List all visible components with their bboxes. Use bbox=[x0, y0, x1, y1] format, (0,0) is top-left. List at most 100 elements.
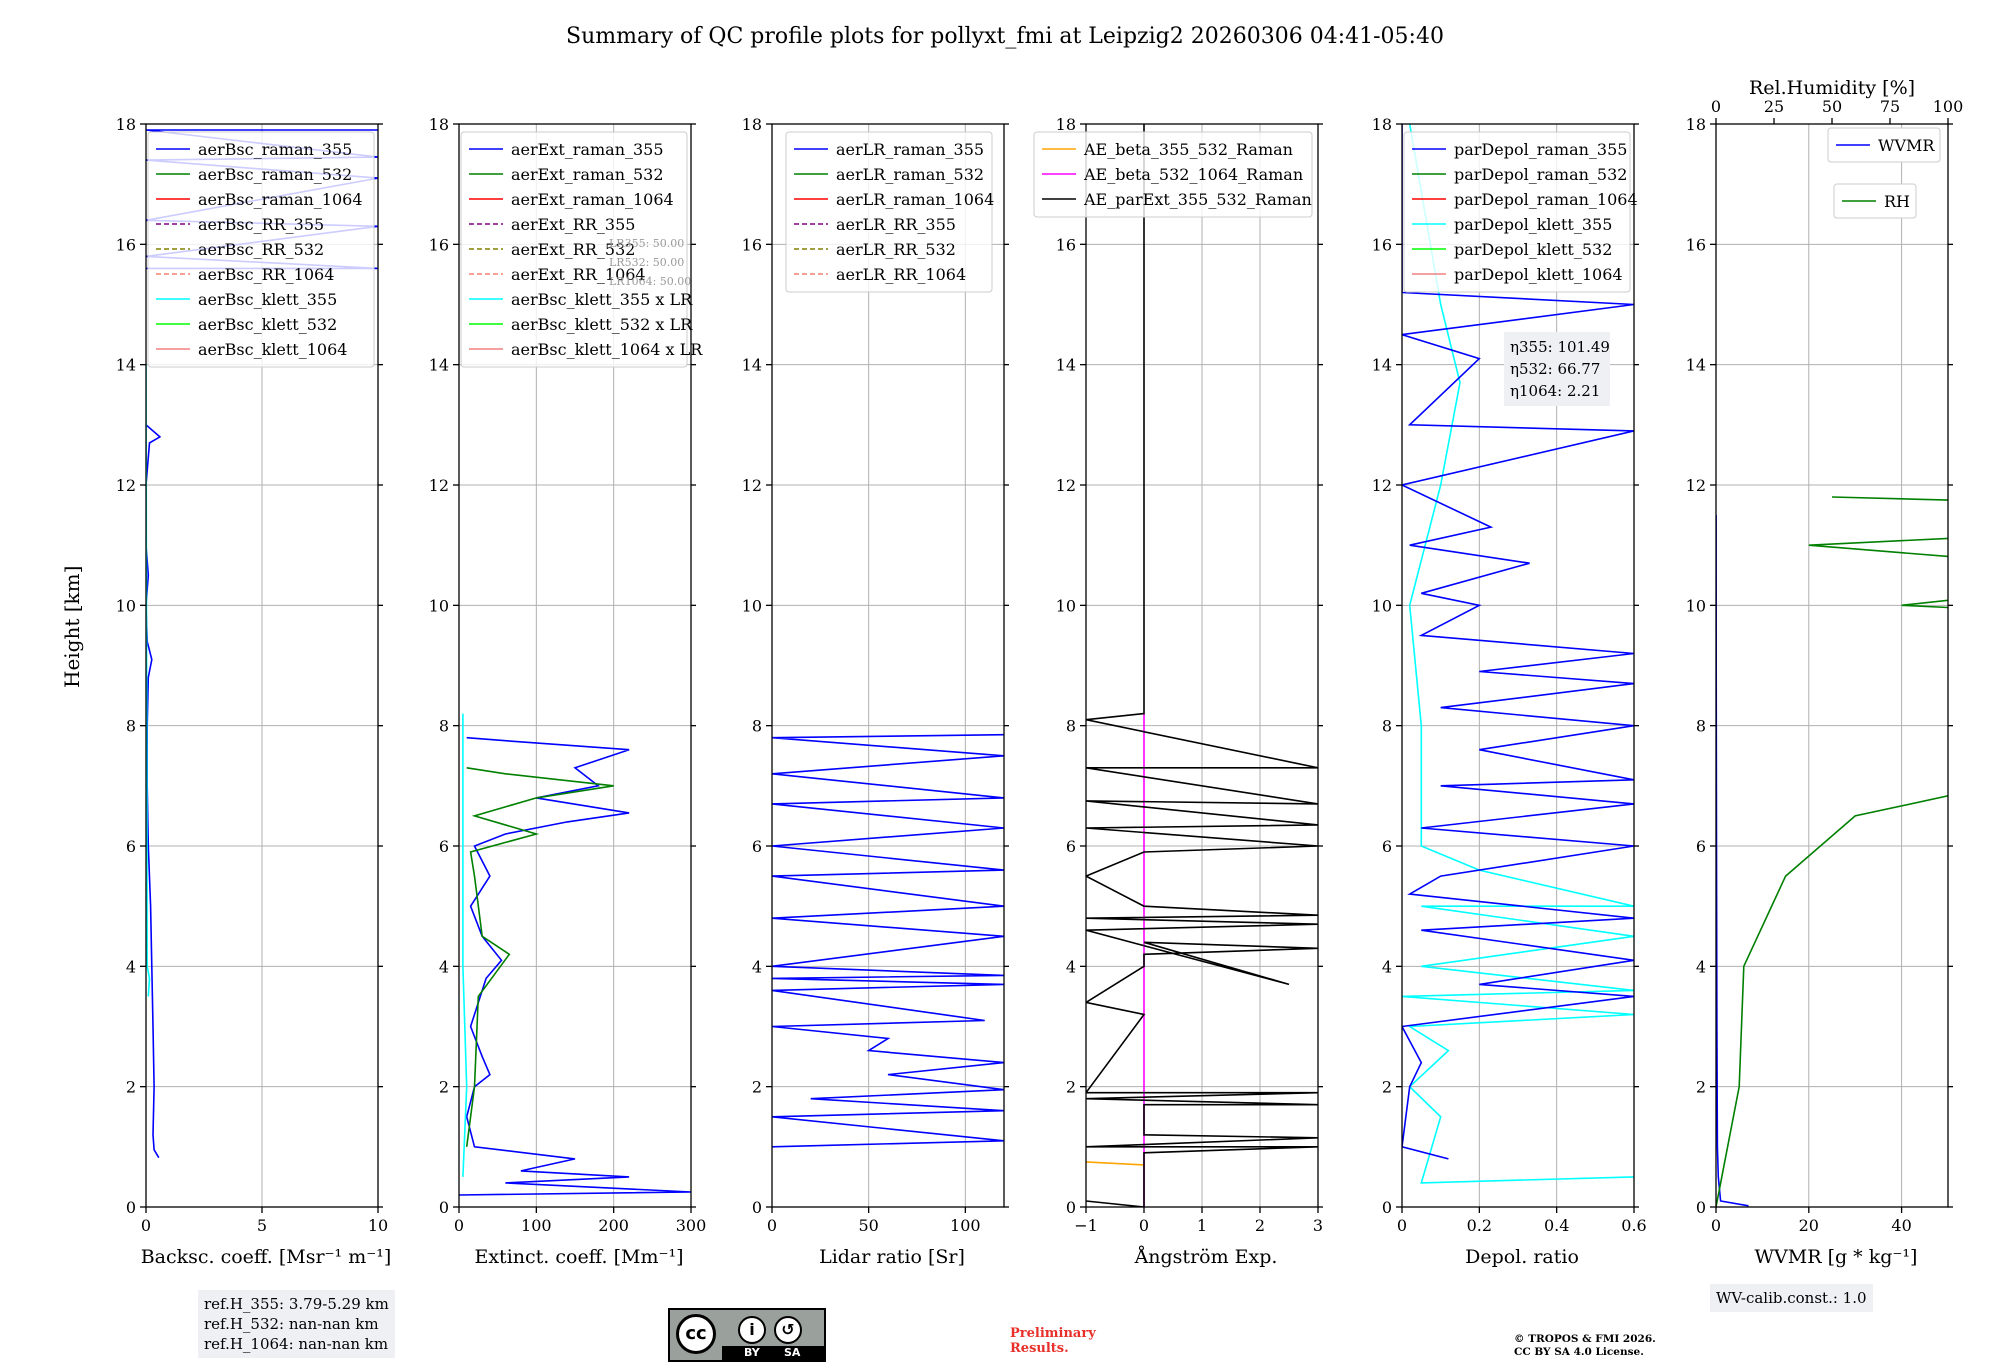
axes-frame bbox=[458, 123, 692, 1208]
y-tick-label: 4 bbox=[1066, 957, 1076, 976]
panel-depol: 0 2 4 6 8 10 12 14 16 18 0 0.2 0.4 0.6 Depol. ratio par… bbox=[1372, 115, 1647, 1268]
y-tick-label: 4 bbox=[752, 957, 762, 976]
legend-label: aerBsc_klett_355 x LR bbox=[511, 290, 693, 309]
legend-label: parDepol_raman_532 bbox=[1454, 165, 1627, 184]
legend-label: aerExt_RR_355 bbox=[511, 215, 635, 234]
x-axis-label: Backsc. coeff. [Msr⁻¹ m⁻¹] bbox=[141, 1246, 392, 1268]
y-tick-label: 12 bbox=[742, 476, 762, 495]
y-tick-label: 8 bbox=[126, 717, 136, 736]
y-tick-label: 8 bbox=[1066, 717, 1076, 736]
x-tick-label: 100 bbox=[521, 1216, 552, 1235]
panel-ext: 0 2 4 6 8 10 12 14 16 18 0 100 200 300 Extinct. coeff.… bbox=[429, 115, 707, 1268]
legend-label: aerBsc_raman_355 bbox=[198, 140, 352, 159]
top-x-tick-label: 25 bbox=[1764, 97, 1784, 116]
x-tick-label: 0.2 bbox=[1467, 1216, 1492, 1235]
series-line-parDepol_klett_355 bbox=[1402, 124, 1634, 1184]
legend-label: aerBsc_RR_355 bbox=[198, 215, 324, 234]
lr-annotation: LR1064: 50.00 bbox=[609, 275, 691, 288]
legend-label: aerBsc_klett_532 x LR bbox=[511, 315, 693, 334]
sa-share-icon: ↺ bbox=[774, 1316, 802, 1344]
y-tick-label: 10 bbox=[1056, 596, 1076, 615]
y-tick-label: 14 bbox=[1686, 356, 1706, 375]
lr-annotation: LR532: 50.00 bbox=[609, 256, 684, 269]
x-tick-label: 200 bbox=[598, 1216, 629, 1235]
y-tick-label: 14 bbox=[1056, 356, 1076, 375]
legend-label: aerBsc_raman_1064 bbox=[198, 190, 363, 209]
legend-label: AE_beta_532_1064_Raman bbox=[1083, 165, 1303, 184]
y-tick-label: 0 bbox=[752, 1198, 762, 1217]
x-tick-label: 50 bbox=[858, 1216, 878, 1235]
lr-annotation: LR355: 50.00 bbox=[609, 237, 684, 250]
y-tick-label: 6 bbox=[1696, 837, 1706, 856]
y-tick-label: 4 bbox=[1696, 957, 1706, 976]
legend-box bbox=[1403, 131, 1631, 293]
x-axis-label: WVMR [g * kg⁻¹] bbox=[1755, 1246, 1918, 1268]
axes-frame bbox=[771, 123, 1005, 1208]
y-tick-label: 16 bbox=[1056, 235, 1076, 254]
legend-label: aerLR_raman_355 bbox=[836, 140, 984, 159]
legend-label: aerBsc_klett_355 bbox=[198, 290, 337, 309]
x-axis-label: Extinct. coeff. [Mm⁻¹] bbox=[474, 1246, 683, 1268]
y-tick-label: 14 bbox=[742, 356, 762, 375]
y-tick-label: 18 bbox=[1056, 115, 1076, 134]
ref-height-box: ref.H_355: 3.79-5.29 km ref.H_532: nan-n… bbox=[198, 1290, 395, 1358]
y-tick-label: 18 bbox=[116, 115, 136, 134]
y-tick-label: 0 bbox=[1696, 1198, 1706, 1217]
legend-label: AE_beta_355_532_Raman bbox=[1083, 140, 1293, 159]
eta-annotation: η355: 101.49 bbox=[1510, 338, 1610, 356]
legend-label: AE_parExt_355_532_Raman bbox=[1083, 190, 1312, 209]
y-tick-label: 0 bbox=[1382, 1198, 1392, 1217]
panel-lr: 0 2 4 6 8 10 12 14 16 18 0 50 100 Lidar ratio [Sr] aer… bbox=[742, 115, 1009, 1268]
series-line-RH bbox=[1716, 496, 1948, 1207]
y-tick-label: 8 bbox=[439, 717, 449, 736]
y-tick-label: 6 bbox=[1382, 837, 1392, 856]
y-tick-label: 0 bbox=[439, 1198, 449, 1217]
x-tick-label: 10 bbox=[368, 1216, 388, 1235]
series-line-AE_beta_355_532_Raman bbox=[1086, 1161, 1145, 1166]
legend-label: aerBsc_raman_532 bbox=[198, 165, 352, 184]
by-person-icon: i bbox=[738, 1316, 766, 1344]
eta-annotation: η1064: 2.21 bbox=[1510, 382, 1600, 400]
top-x-axis-label: Rel.Humidity [%] bbox=[1749, 77, 1915, 99]
x-tick-label: 100 bbox=[950, 1216, 981, 1235]
x-tick-label: 1 bbox=[1197, 1216, 1207, 1235]
x-axis-label: Lidar ratio [Sr] bbox=[819, 1246, 965, 1268]
legend-box bbox=[1827, 127, 1941, 163]
y-tick-label: 6 bbox=[126, 837, 136, 856]
series-line-parDepol_raman_355 bbox=[1402, 124, 1634, 1160]
preliminary-line-1: Preliminary bbox=[1010, 1326, 1096, 1341]
series-line-aerBsc_klett_355 x LR bbox=[462, 713, 468, 1177]
y-tick-label: 4 bbox=[126, 957, 136, 976]
y-tick-label: 8 bbox=[752, 717, 762, 736]
legend-label: aerLR_RR_532 bbox=[836, 240, 956, 259]
legend-label: aerBsc_klett_1064 bbox=[198, 340, 347, 359]
wv-calib-box: WV-calib.const.: 1.0 bbox=[1710, 1284, 1873, 1312]
y-tick-label: 10 bbox=[116, 596, 136, 615]
x-tick-label: 0.4 bbox=[1544, 1216, 1569, 1235]
series-line-aerExt_raman_355 bbox=[459, 736, 691, 1196]
top-x-tick-label: 50 bbox=[1822, 97, 1842, 116]
legend-label: aerExt_RR_1064 bbox=[511, 265, 646, 284]
x-tick-label: 0 bbox=[1397, 1216, 1407, 1235]
legend-box bbox=[147, 131, 375, 368]
cc-by-label: BY bbox=[744, 1346, 760, 1359]
series-line-aerExt_raman_532 bbox=[465, 767, 614, 1147]
eta-annotation-box bbox=[1504, 332, 1610, 406]
y-tick-label: 2 bbox=[1066, 1078, 1076, 1097]
legend-label: aerExt_raman_355 bbox=[511, 140, 664, 159]
legend-label: aerBsc_klett_532 bbox=[198, 315, 337, 334]
y-tick-label: 10 bbox=[429, 596, 449, 615]
x-tick-label: 5 bbox=[257, 1216, 267, 1235]
y-tick-label: 12 bbox=[1056, 476, 1076, 495]
y-tick-label: 16 bbox=[1686, 235, 1706, 254]
y-tick-label: 14 bbox=[1372, 356, 1392, 375]
legend-label: parDepol_klett_355 bbox=[1454, 215, 1612, 234]
copyright-line-1: © TROPOS & FMI 2026. bbox=[1514, 1333, 1656, 1345]
y-tick-label: 12 bbox=[116, 476, 136, 495]
y-tick-label: 6 bbox=[1066, 837, 1076, 856]
y-tick-label: 6 bbox=[752, 837, 762, 856]
y-tick-label: 2 bbox=[752, 1078, 762, 1097]
y-tick-label: 18 bbox=[429, 115, 449, 134]
